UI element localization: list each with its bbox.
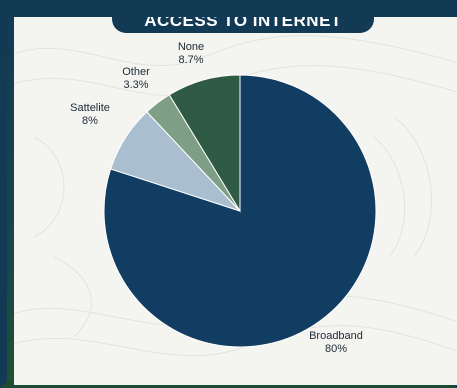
chart-title: ACCESS TO INTERNET: [144, 17, 342, 30]
chart-panel: ACCESS TO INTERNET Broadband 80% Sattelite…: [14, 17, 457, 385]
slice-label-broadband: Broadband: [309, 330, 363, 342]
pie-slices: [103, 74, 377, 348]
slice-value-broadband: 80%: [325, 343, 347, 355]
slice-label-none: None: [178, 41, 204, 53]
slice-value-sattelite: 8%: [82, 115, 98, 127]
chart-title-tab: ACCESS TO INTERNET: [112, 17, 374, 33]
pie-slice-none: [168, 74, 241, 213]
slice-value-none: 8.7%: [178, 54, 203, 66]
slice-label-sattelite: Sattelite: [70, 102, 110, 114]
slice-value-other: 3.3%: [123, 79, 148, 91]
slice-label-other: Other: [122, 66, 150, 78]
